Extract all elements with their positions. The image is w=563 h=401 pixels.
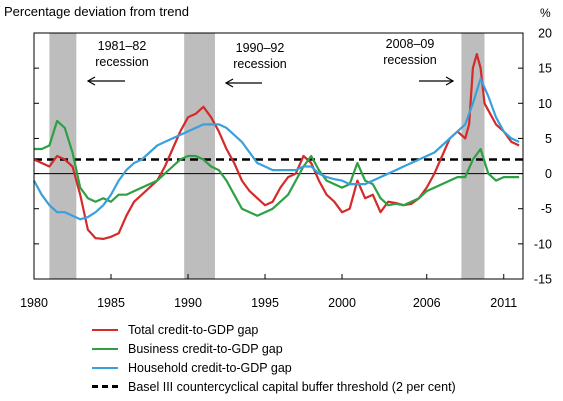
- legend-item-threshold: Basel III countercyclical capital buffer…: [92, 377, 456, 396]
- legend-item-total: Total credit-to-GDP gap: [92, 320, 456, 339]
- legend-label-threshold: Basel III countercyclical capital buffer…: [128, 379, 456, 394]
- x-tick-label: 2006: [413, 296, 441, 310]
- y-tick-label: 15: [538, 62, 552, 76]
- legend-item-household: Household credit-to-GDP gap: [92, 358, 456, 377]
- x-tick-label: 1990: [174, 296, 202, 310]
- x-tick-label: 2000: [328, 296, 356, 310]
- recession-label-2-word: recession: [233, 57, 287, 71]
- recession-arrow-2-head: [224, 78, 234, 88]
- legend-label-business: Business credit-to-GDP gap: [128, 341, 283, 356]
- recession-arrow-3-head: [445, 76, 455, 86]
- recession-arrow-1-head: [86, 76, 96, 86]
- recession-band-1: [49, 33, 77, 279]
- legend-swatch-threshold: [92, 385, 118, 388]
- y-tick-label: 0: [545, 167, 552, 181]
- legend-item-business: Business credit-to-GDP gap: [92, 339, 456, 358]
- y-tick-label: 20: [538, 27, 552, 41]
- x-tick-label: 1980: [20, 296, 48, 310]
- legend-swatch-business: [92, 347, 118, 350]
- recession-label-1-years: 1981–82: [98, 39, 147, 53]
- y-tick-label: -15: [534, 273, 552, 287]
- legend: Total credit-to-GDP gap Business credit-…: [92, 320, 456, 396]
- plot-frame: [33, 32, 524, 280]
- y-tick-label: 5: [545, 132, 552, 146]
- y-axis-unit: %: [540, 6, 551, 20]
- x-tick-label: 1995: [251, 296, 279, 310]
- recession-label-1-word: recession: [95, 55, 149, 69]
- recession-band-3: [461, 33, 485, 279]
- x-tick-label: 2011: [490, 296, 517, 310]
- y-tick-label: 10: [538, 97, 552, 111]
- legend-swatch-total: [92, 328, 118, 331]
- legend-swatch-household: [92, 366, 118, 369]
- recession-label-3-years: 2008–09: [386, 37, 435, 51]
- recession-label-3-word: recession: [383, 53, 437, 67]
- y-axis-title: Percentage deviation from trend: [4, 4, 189, 19]
- series-line-total: [33, 53, 520, 240]
- series-line-business: [34, 119, 520, 217]
- y-tick-label: -10: [534, 237, 552, 251]
- series-line-household: [33, 77, 520, 221]
- y-tick-label: -5: [541, 202, 552, 216]
- legend-label-household: Household credit-to-GDP gap: [128, 360, 292, 375]
- legend-label-total: Total credit-to-GDP gap: [128, 322, 259, 337]
- recession-label-2-years: 1990–92: [236, 41, 285, 55]
- x-tick-label: 1985: [97, 296, 125, 310]
